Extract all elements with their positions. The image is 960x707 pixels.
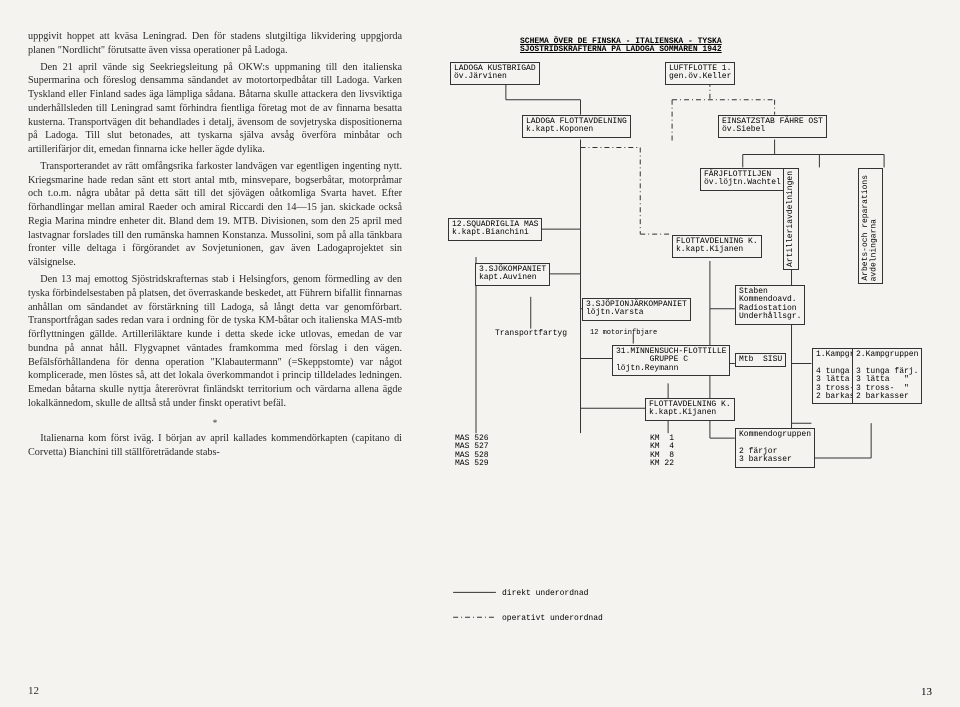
page-number-left: 12 [28,684,39,699]
box-flottavd: FLOTTAVDELNING K. k.kapt.Kijanen [672,235,762,258]
box-squadriglia: 12.SQUADRIGLIA MAS k.kapt.Bianchini [448,218,542,241]
right-page: SCHEMA ÖVER DE FINSKA - ITALIENSKA - TYS… [430,0,960,707]
page-number-right: 13 [921,687,932,699]
list-mas: MAS 526 MAS 527 MAS 528 MAS 529 [455,435,489,469]
box-kamp2: 2.Kampgruppen 3 tunga färj. 3 lätta " 3 … [852,348,922,404]
org-chart-diagram: SCHEMA ÖVER DE FINSKA - ITALIENSKA - TYS… [440,40,940,677]
legend-direkt: direkt underordnad [502,590,588,598]
box-sjopion: 3.SJÖPIONJÄRKOMPANIET löjtn.Varsta [582,298,691,321]
box-arbets: Arbets-och reparations avdelningarna [858,168,883,284]
para-3: Transporterandet av rätt omfångsrika far… [28,160,402,270]
box-mtb: Mtb SISU [735,353,786,367]
legend-operativ: operativt underordnad [502,615,603,623]
box-ladoga-flott: LADOGA FLOTTAVDELNING k.kapt.Koponen [522,115,631,138]
box-sjokomp: 3.SJÖKOMPANIET kapt.Auvinen [475,263,550,286]
box-farjflott: FÄRJFLOTTILJEN öv.löjtn.Wachtel [700,168,785,191]
box-luftflotte: LUFTFLOTTE 1. gen.öv.Keller [665,62,735,85]
para-4: Den 13 maj emottog Sjöstridskrafternas s… [28,273,402,411]
box-einsatz: EINSATZSTAB FÄHRE OST öv.Siebel [718,115,827,138]
box-flottavd-dup: FLOTTAVDELNING K. k.kapt.Kijanen [645,398,735,421]
box-minnensuch: 31.MINNENSUCH-FLOTTILLE GRUPPE C löjtn.R… [612,345,730,376]
diagram-title: SCHEMA ÖVER DE FINSKA - ITALIENSKA - TYS… [520,38,722,55]
box-ladoga-kustbrigad: LADOGA KUSTBRIGAD öv.Järvinen [450,62,540,85]
list-km: KM 1 KM 4 KM 8 KM 22 [650,435,674,469]
para-2: Den 21 april vände sig Seekriegsleitung … [28,61,402,157]
para-5: Italienarna kom först iväg. I början av … [28,432,402,460]
left-page: uppgivit hoppet att kväsa Leningrad. Den… [0,0,430,707]
list-transport: Transportfartyg [495,330,567,338]
footnote-mark: * [28,417,402,429]
box-artilleri: Artilleriavdelningen [783,168,799,270]
box-staben: Staben Kommendoavd. Radiostation Underhå… [735,285,805,325]
list-motor: 12 motorinfbjare [590,330,657,337]
box-kommend: Kommendogruppen 2 färjor 3 barkasser [735,428,815,468]
para-1: uppgivit hoppet att kväsa Leningrad. Den… [28,30,402,58]
